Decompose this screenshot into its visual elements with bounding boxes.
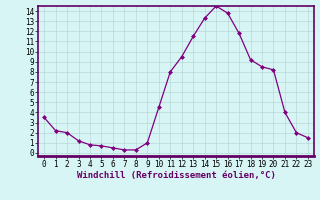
X-axis label: Windchill (Refroidissement éolien,°C): Windchill (Refroidissement éolien,°C)	[76, 171, 276, 180]
